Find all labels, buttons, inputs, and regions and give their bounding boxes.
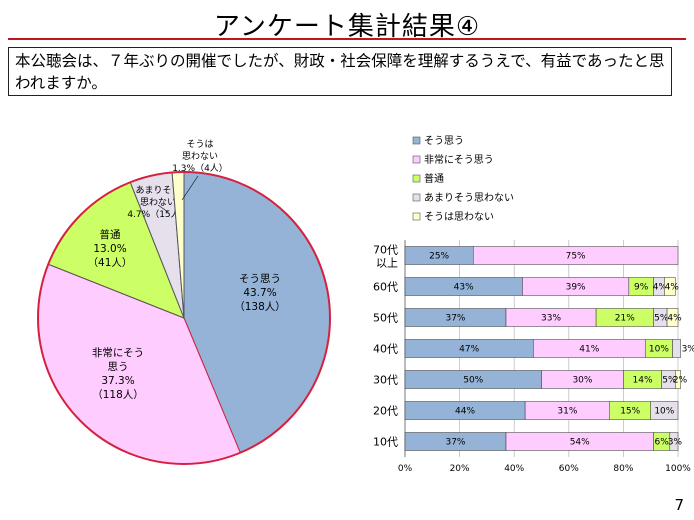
bar-value-label: 4% bbox=[665, 283, 680, 293]
x-tick-label: 100% bbox=[665, 464, 691, 474]
bar-value-label: 33% bbox=[541, 314, 561, 324]
bar-segment bbox=[650, 401, 679, 420]
pie-slice-label: そう思う bbox=[239, 273, 281, 285]
pie-slice-label: 37.3% bbox=[101, 375, 134, 387]
bar-segment bbox=[675, 370, 681, 389]
pie-slice-label: 普通 bbox=[100, 228, 121, 241]
x-tick-label: 40% bbox=[504, 464, 524, 474]
bar-value-label: 6% bbox=[654, 438, 669, 448]
bar-value-label: 14% bbox=[633, 376, 653, 386]
survey-question: 本公聴会は、７年ぶりの開催でしたが、財政・社会保障を理解するうえで、有益であった… bbox=[8, 47, 672, 96]
bar-value-label: 9% bbox=[634, 283, 649, 293]
pie-slice-label: 非常にそう bbox=[92, 346, 144, 359]
bar-value-label: 4% bbox=[653, 283, 668, 293]
bar-value-label: 3% bbox=[668, 438, 683, 448]
pie-slice-label: （138人） bbox=[234, 301, 286, 313]
pie-slice-label: 1.3%（4人） bbox=[172, 163, 228, 174]
category-label: 30代 bbox=[373, 374, 398, 387]
pie-outline bbox=[37, 171, 331, 465]
pie-slice-label: 思う bbox=[108, 361, 129, 373]
legend-swatch bbox=[412, 212, 421, 221]
pie-slice-label: 43.7% bbox=[243, 287, 276, 299]
bar-value-label: 10% bbox=[654, 407, 674, 417]
bar-segment bbox=[669, 432, 679, 451]
legend-swatch bbox=[412, 193, 421, 202]
pie-slice-label: あまりそう bbox=[135, 185, 180, 196]
bar-value-label: 43% bbox=[454, 283, 474, 293]
legend-label: そう思う bbox=[424, 135, 464, 147]
x-tick-label: 60% bbox=[559, 464, 579, 474]
pie-leader-line bbox=[157, 204, 169, 213]
category-label: 70代 bbox=[373, 244, 398, 257]
title-underline bbox=[8, 38, 686, 40]
legend-label: 非常にそう思う bbox=[424, 153, 494, 166]
pie-slice-label: 13.0% bbox=[93, 243, 126, 255]
bar-value-label: 3% bbox=[682, 345, 694, 355]
legend-label: そうは思わない bbox=[424, 211, 494, 223]
bar-value-label: 41% bbox=[579, 345, 599, 355]
bar-value-label: 39% bbox=[566, 283, 586, 293]
bar-value-label: 10% bbox=[649, 345, 669, 355]
bar-value-label: 15% bbox=[620, 407, 640, 417]
legend-label: 普通 bbox=[424, 172, 444, 185]
bar-value-label: 47% bbox=[459, 345, 479, 355]
bar-value-label: 54% bbox=[570, 438, 590, 448]
bar-value-label: 30% bbox=[572, 376, 592, 386]
bar-value-label: 4% bbox=[667, 314, 682, 324]
x-tick-label: 20% bbox=[450, 464, 470, 474]
x-tick-label: 80% bbox=[613, 464, 633, 474]
page-title: アンケート集計結果④ bbox=[213, 12, 481, 42]
bar-value-label: 75% bbox=[566, 252, 586, 262]
pie-slice-label: そうは bbox=[186, 139, 213, 150]
pie-leader-line bbox=[181, 175, 199, 201]
pie-slice-label: （41人） bbox=[88, 257, 133, 269]
pie-slice-label: （118人） bbox=[92, 389, 144, 401]
x-tick-label: 0% bbox=[398, 464, 413, 474]
legend-swatch bbox=[412, 174, 421, 183]
pie-slice-label: 思わない bbox=[140, 197, 176, 208]
pie-chart: そう思う 43.7% （138人） 非常にそう思う 37.3% （118人） 普通 13.0%… bbox=[37, 139, 331, 465]
pie-slice-label: 4.7%（15人） bbox=[127, 209, 188, 220]
bar-value-label: 21% bbox=[615, 314, 635, 324]
category-label: 50代 bbox=[373, 312, 398, 325]
bar-value-label: 2% bbox=[673, 376, 688, 386]
bar-value-label: 31% bbox=[557, 407, 577, 417]
bar-value-label: 37% bbox=[445, 438, 465, 448]
legend-label: あまりそう思わない bbox=[424, 192, 514, 204]
category-label: 以上 bbox=[376, 257, 398, 270]
legend-swatch bbox=[412, 136, 421, 145]
page-number: 7 bbox=[674, 496, 684, 514]
bar-value-label: 5% bbox=[654, 314, 669, 324]
category-label: 10代 bbox=[373, 436, 398, 449]
bar-value-label: 44% bbox=[455, 407, 475, 417]
bar-segment bbox=[664, 277, 676, 296]
bar-value-label: 37% bbox=[445, 314, 465, 324]
bar-segment bbox=[672, 339, 681, 358]
category-label: 40代 bbox=[373, 343, 398, 356]
bar-value-label: 25% bbox=[429, 252, 449, 262]
category-label: 60代 bbox=[373, 281, 398, 294]
legend-swatch bbox=[412, 155, 421, 164]
bar-value-label: 50% bbox=[463, 376, 483, 386]
bar-segment bbox=[473, 246, 679, 265]
pie-slice-label: 思わない bbox=[182, 151, 218, 162]
bar-value-label: 5% bbox=[662, 376, 677, 386]
bar-segment bbox=[666, 308, 679, 327]
category-label: 20代 bbox=[373, 405, 398, 418]
